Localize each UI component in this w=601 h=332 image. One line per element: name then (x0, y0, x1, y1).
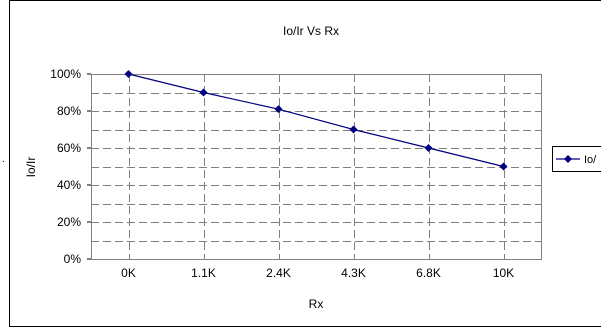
x-tick-label: 0K (121, 266, 136, 280)
y-tick-label: 60% (57, 141, 81, 155)
x-tick-label: 2.4K (266, 266, 291, 280)
y-tick-label: 40% (57, 178, 81, 192)
y-tick-label: 0% (64, 252, 82, 266)
legend-label: Io/ (584, 154, 597, 166)
chart-title: Io/Ir Vs Rx (283, 24, 339, 38)
y-tick-label: 100% (50, 67, 81, 81)
left-edge-mark: . (2, 154, 5, 165)
x-axis-label: Rx (309, 297, 324, 311)
x-tick-label: 1.1K (191, 266, 216, 280)
y-tick-label: 20% (57, 215, 81, 229)
y-axis-label: Io/Ir (24, 157, 38, 178)
x-tick-label: 6.8K (416, 266, 441, 280)
y-tick-label: 80% (57, 104, 81, 118)
x-tick-label: 4.3K (341, 266, 366, 280)
x-tick-label: 10K (493, 266, 514, 280)
legend: Io/ (553, 147, 601, 172)
